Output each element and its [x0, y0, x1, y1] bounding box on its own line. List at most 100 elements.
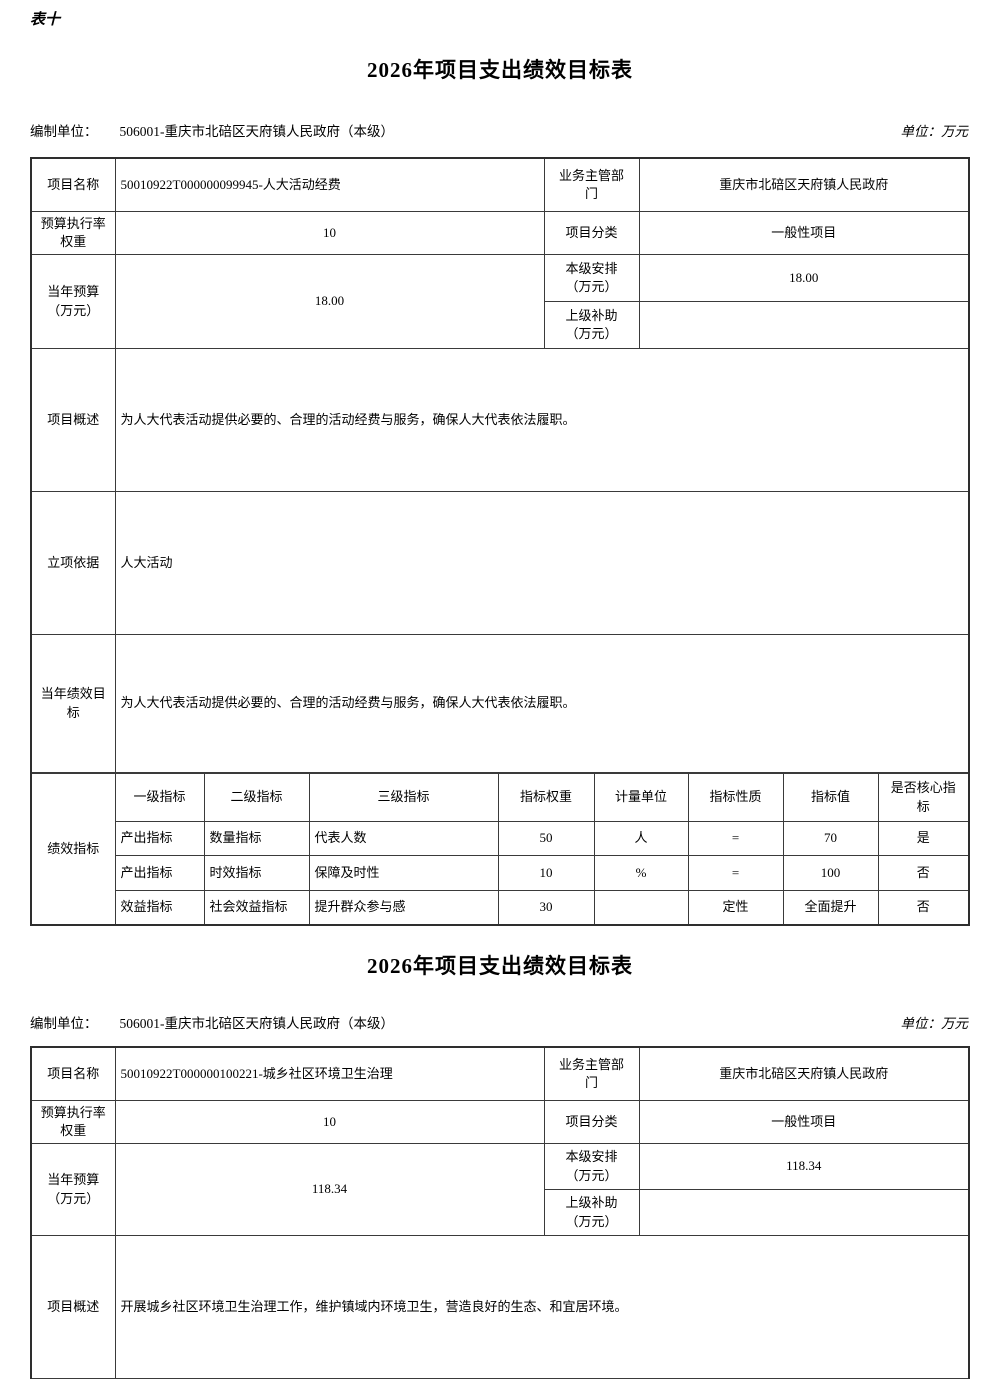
form1-meta-row: 编制单位： 506001-重庆市北碚区天府镇人民政府（本级） 单位：万元 [30, 122, 968, 140]
table-row: 当年预算 （万元） 18.00 本级安排 （万元） 18.00 [30, 254, 970, 349]
supervisor-dept-value: 重庆市北碚区天府镇人民政府 [638, 1046, 970, 1101]
annual-target-value: 为人大代表活动提供必要的、合理的活动经费与服务，确保人大代表依法履职。 [114, 634, 970, 773]
table-row: 预算执行率 权重 10 项目分类 一般性项目 [30, 1100, 970, 1144]
form2-main-table: 项目名称 50010922T000000100221-城乡社区环境卫生治理 业务… [30, 1046, 970, 1379]
supervisor-dept-label: 业务主管部 门 [543, 157, 640, 212]
prepared-by-label: 编制单位： [30, 124, 98, 139]
project-name-value: 50010922T000000100221-城乡社区环境卫生治理 [114, 1046, 545, 1101]
indicator-level1: 效益指标 [114, 890, 205, 926]
annual-target-label: 当年绩效目 标 [30, 634, 116, 773]
budget-exec-weight-value: 10 [114, 1100, 545, 1144]
indicator-header-core: 是否核心指 标 [877, 773, 970, 822]
indicator-header-row: 绩效指标 一级指标 二级指标 三级指标 指标权重 计量单位 指标性质 指标值 是… [30, 773, 970, 926]
indicator-unit [593, 890, 689, 926]
project-category-value: 一般性项目 [638, 211, 970, 255]
project-basis-value: 人大活动 [114, 491, 970, 635]
indicator-value: 100 [782, 855, 879, 891]
local-arrangement-value: 18.00 [638, 254, 970, 302]
performance-indicators-label: 绩效指标 [30, 773, 116, 926]
prepared-by: 编制单位： 506001-重庆市北碚区天府镇人民政府（本级） [30, 1012, 394, 1032]
indicator-nature: 定性 [687, 890, 784, 926]
indicator-value: 全面提升 [782, 890, 879, 926]
project-category-value: 一般性项目 [638, 1100, 970, 1144]
superior-subsidy-label: 上级补助 （万元） [543, 301, 640, 349]
document-sheet: 表十 2026年项目支出绩效目标表 编制单位： 506001-重庆市北碚区天府镇… [0, 8, 1000, 1379]
indicator-level3: 提升群众参与感 [308, 890, 499, 926]
prepared-by-value: 506001-重庆市北碚区天府镇人民政府（本级） [119, 1016, 395, 1031]
budget-exec-weight-value: 10 [114, 211, 545, 255]
table-row: 项目概述 开展城乡社区环境卫生治理工作，维护镇域内环境卫生，营造良好的生态、和宜… [30, 1235, 970, 1379]
supervisor-dept-value: 重庆市北碚区天府镇人民政府 [638, 157, 970, 212]
indicator-row: 产出指标 时效指标 保障及时性 10 % = 100 否 [31, 855, 970, 891]
table-row: 项目名称 50010922T000000099945-人大活动经费 业务主管部 … [30, 157, 970, 212]
annual-budget-label: 当年预算 （万元） [30, 254, 116, 349]
indicator-nature: = [687, 855, 784, 891]
table-row: 项目概述 为人大代表活动提供必要的、合理的活动经费与服务，确保人大代表依法履职。 [30, 348, 970, 492]
indicator-header-value: 指标值 [782, 773, 879, 822]
annual-budget-value: 18.00 [114, 254, 545, 349]
indicator-header-unit: 计量单位 [593, 773, 689, 822]
project-overview-value: 为人大代表活动提供必要的、合理的活动经费与服务，确保人大代表依法履职。 [114, 348, 970, 492]
table-row: 上级补助 （万元） [31, 301, 970, 349]
form2-meta-row: 编制单位： 506001-重庆市北碚区天府镇人民政府（本级） 单位：万元 [30, 1014, 968, 1032]
project-overview-label: 项目概述 [30, 348, 116, 492]
table-row: 项目名称 50010922T000000100221-城乡社区环境卫生治理 业务… [30, 1046, 970, 1101]
project-overview-value: 开展城乡社区环境卫生治理工作，维护镇域内环境卫生，营造良好的生态、和宜居环境。 [114, 1235, 970, 1379]
annual-budget-value: 118.34 [114, 1143, 545, 1236]
project-basis-label: 立项依据 [30, 491, 116, 635]
indicator-level3: 保障及时性 [308, 855, 499, 891]
form1-title: 2026年项目支出绩效目标表 [367, 58, 633, 82]
unit-note: 单位：万元 [900, 1016, 969, 1031]
local-arrangement-label: 本级安排 （万元） [543, 1143, 640, 1190]
indicator-level2: 数量指标 [203, 821, 310, 856]
budget-exec-weight-label: 预算执行率 权重 [30, 211, 116, 255]
prepared-by-label: 编制单位： [30, 1016, 98, 1031]
indicator-header-level2: 二级指标 [203, 773, 310, 822]
indicator-nature: = [687, 821, 784, 856]
indicator-unit: 人 [593, 821, 689, 856]
indicator-unit: % [593, 855, 689, 891]
indicator-core: 是 [877, 821, 970, 856]
indicator-header-nature: 指标性质 [687, 773, 784, 822]
indicator-header-level3: 三级指标 [308, 773, 499, 822]
indicator-core: 否 [877, 890, 970, 926]
indicator-weight: 10 [497, 855, 595, 891]
indicator-level2: 社会效益指标 [203, 890, 310, 926]
indicator-header-weight: 指标权重 [497, 773, 595, 822]
table-row: 预算执行率 权重 10 项目分类 一般性项目 [30, 211, 970, 255]
indicator-row: 效益指标 社会效益指标 提升群众参与感 30 定性 全面提升 否 [31, 890, 970, 926]
local-arrangement-label: 本级安排 （万元） [543, 254, 640, 302]
indicator-value: 70 [782, 821, 879, 856]
project-name-label: 项目名称 [30, 157, 116, 212]
project-overview-label: 项目概述 [30, 1235, 116, 1379]
table-row: 当年预算 （万元） 118.34 本级安排 （万元） 118.34 [30, 1143, 970, 1236]
indicator-row: 产出指标 数量指标 代表人数 50 人 = 70 是 [31, 821, 970, 856]
form1-indicator-table: 绩效指标 一级指标 二级指标 三级指标 指标权重 计量单位 指标性质 指标值 是… [30, 773, 970, 926]
table-row: 立项依据 人大活动 [30, 491, 970, 635]
indicator-weight: 30 [497, 890, 595, 926]
superior-subsidy-value [638, 1189, 970, 1236]
table-row: 当年绩效目 标 为人大代表活动提供必要的、合理的活动经费与服务，确保人大代表依法… [30, 634, 970, 773]
local-arrangement-value: 118.34 [638, 1143, 970, 1190]
annual-budget-label: 当年预算 （万元） [30, 1143, 116, 1236]
form-number-tag: 表十 [30, 12, 61, 28]
budget-exec-weight-label: 预算执行率 权重 [30, 1100, 116, 1144]
indicator-level1: 产出指标 [114, 821, 205, 856]
prepared-by: 编制单位： 506001-重庆市北碚区天府镇人民政府（本级） [30, 120, 394, 140]
superior-subsidy-value [638, 301, 970, 349]
superior-subsidy-label: 上级补助 （万元） [543, 1189, 640, 1236]
indicator-weight: 50 [497, 821, 595, 856]
project-category-label: 项目分类 [543, 211, 640, 255]
project-name-label: 项目名称 [30, 1046, 116, 1101]
indicator-level2: 时效指标 [203, 855, 310, 891]
project-name-value: 50010922T000000099945-人大活动经费 [114, 157, 545, 212]
form1-main-table: 项目名称 50010922T000000099945-人大活动经费 业务主管部 … [30, 157, 970, 773]
table-row: 上级补助 （万元） [31, 1189, 970, 1236]
project-category-label: 项目分类 [543, 1100, 640, 1144]
supervisor-dept-label: 业务主管部 门 [543, 1046, 640, 1101]
indicator-header-level1: 一级指标 [114, 773, 205, 822]
indicator-core: 否 [877, 855, 970, 891]
prepared-by-value: 506001-重庆市北碚区天府镇人民政府（本级） [119, 124, 395, 139]
indicator-level1: 产出指标 [114, 855, 205, 891]
indicator-level3: 代表人数 [308, 821, 499, 856]
